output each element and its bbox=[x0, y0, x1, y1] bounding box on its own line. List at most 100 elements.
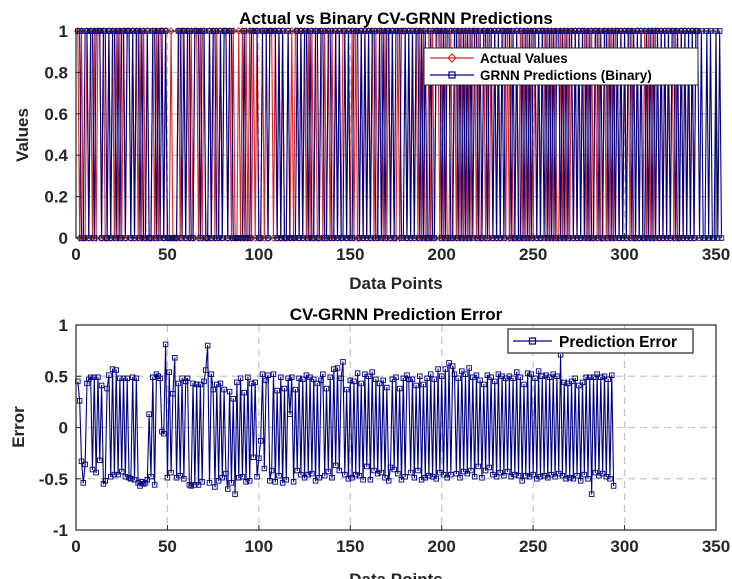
data-point-prediction-error bbox=[312, 478, 319, 484]
data-point-prediction-error bbox=[599, 470, 606, 477]
data-point-prediction-error bbox=[453, 470, 460, 477]
data-point-prediction-error bbox=[259, 371, 266, 377]
data-point-prediction-error bbox=[301, 474, 308, 481]
data-point-prediction-error bbox=[396, 385, 403, 392]
chart-prediction-error: 0 50 100 150 200 250 300 350 -1 -0.5 0 0.5 1 CV-GRNN… bbox=[9, 305, 730, 579]
x-tick-label-top: 100 bbox=[245, 245, 273, 264]
data-point-prediction-error bbox=[590, 374, 597, 381]
data-point-prediction-error bbox=[501, 472, 507, 479]
data-point-prediction-error bbox=[406, 376, 412, 383]
data-point-prediction-error bbox=[433, 476, 439, 482]
data-point-prediction-error bbox=[493, 473, 500, 480]
data-point-prediction-error bbox=[462, 371, 469, 377]
data-point-prediction-error bbox=[230, 396, 237, 402]
data-point-prediction-error bbox=[177, 472, 183, 479]
data-point-prediction-error bbox=[113, 367, 119, 373]
data-point-prediction-error bbox=[195, 482, 202, 488]
data-point-prediction-error bbox=[309, 470, 315, 477]
data-point-prediction-error bbox=[314, 380, 321, 387]
data-point-prediction-error bbox=[237, 375, 244, 382]
data-point-prediction-error bbox=[250, 454, 257, 460]
data-point-prediction-error bbox=[598, 374, 604, 381]
x-tick-label-bottom: 150 bbox=[336, 537, 364, 556]
x-tick-label-top: 300 bbox=[610, 245, 638, 264]
data-point-prediction-error bbox=[440, 471, 447, 478]
data-point-prediction-error bbox=[576, 382, 582, 389]
data-point-prediction-error bbox=[446, 360, 452, 366]
data-point-prediction-error bbox=[592, 469, 599, 476]
data-point-prediction-error bbox=[353, 471, 359, 478]
data-point-prediction-error bbox=[524, 370, 531, 376]
data-point-prediction-error bbox=[289, 374, 295, 381]
data-point-prediction-error bbox=[109, 366, 116, 372]
data-point-prediction-error bbox=[513, 369, 520, 375]
data-point-prediction-error bbox=[510, 375, 516, 382]
chart-title-top: Actual vs Binary CV-GRNN Predictions bbox=[239, 9, 553, 28]
data-point-actual-values bbox=[441, 27, 450, 35]
data-point-prediction-error bbox=[442, 366, 449, 372]
data-point-prediction-error bbox=[336, 467, 343, 474]
data-point-prediction-error bbox=[274, 387, 280, 394]
data-point-prediction-error bbox=[243, 479, 249, 485]
data-point-prediction-error bbox=[276, 472, 282, 479]
data-point-prediction-error bbox=[535, 368, 542, 374]
data-point-prediction-error bbox=[323, 385, 330, 392]
data-point-prediction-error bbox=[184, 375, 191, 382]
x-tick-label-bottom: 0 bbox=[71, 537, 80, 556]
data-point-prediction-error bbox=[142, 480, 149, 486]
data-point-prediction-error bbox=[223, 470, 229, 477]
y-tick-label-top: 0 bbox=[59, 229, 68, 248]
data-point-prediction-error bbox=[327, 374, 333, 381]
data-point-prediction-error bbox=[488, 374, 494, 381]
data-point-prediction-error bbox=[395, 470, 401, 477]
data-point-prediction-error bbox=[206, 480, 213, 486]
data-point-prediction-error bbox=[95, 374, 101, 381]
x-axis-label-bottom: Data Points bbox=[349, 570, 443, 579]
data-point-prediction-error bbox=[486, 464, 493, 471]
data-point-prediction-error bbox=[245, 374, 251, 381]
data-point-prediction-error bbox=[261, 465, 268, 472]
y-tick-label-top: 1 bbox=[59, 22, 68, 41]
data-point-prediction-error bbox=[332, 462, 339, 469]
data-point-prediction-error bbox=[444, 474, 450, 481]
data-point-prediction-error bbox=[451, 371, 458, 377]
data-point-prediction-error bbox=[546, 374, 553, 381]
data-point-prediction-error bbox=[151, 482, 158, 488]
data-point-prediction-error bbox=[161, 430, 167, 437]
data-point-prediction-error bbox=[126, 474, 132, 481]
data-point-prediction-error bbox=[404, 372, 410, 378]
data-point-prediction-error bbox=[135, 480, 141, 486]
data-point-prediction-error bbox=[402, 473, 408, 480]
data-point-prediction-error bbox=[98, 382, 105, 389]
data-point-prediction-error bbox=[210, 386, 216, 393]
axes-box-top bbox=[75, 30, 717, 239]
data-point-prediction-error bbox=[106, 372, 112, 378]
legend-label-prediction-error: Prediction Error bbox=[559, 334, 677, 351]
data-point-prediction-error bbox=[232, 491, 238, 497]
data-point-prediction-error bbox=[532, 375, 538, 382]
data-point-prediction-error bbox=[607, 476, 613, 482]
ticks-top: 0 50 100 150 200 250 300 350 0 0.2 0.4 0.6 0.8 1 bbox=[44, 22, 730, 264]
data-point-prediction-error bbox=[380, 377, 386, 384]
data-point-prediction-error bbox=[133, 375, 140, 382]
data-point-prediction-error bbox=[164, 474, 171, 481]
data-point-actual-values bbox=[474, 27, 483, 35]
data-point-prediction-error bbox=[310, 376, 317, 383]
data-point-prediction-error bbox=[91, 374, 98, 381]
data-point-prediction-error bbox=[426, 472, 432, 479]
data-point-prediction-error bbox=[316, 474, 322, 481]
data-point-actual-values bbox=[419, 27, 428, 35]
data-point-prediction-error bbox=[97, 457, 103, 464]
data-point-prediction-error bbox=[610, 483, 617, 489]
data-point-prediction-error bbox=[411, 474, 418, 481]
data-point-prediction-error bbox=[305, 471, 311, 478]
data-point-prediction-error bbox=[181, 476, 187, 482]
data-point-actual-values bbox=[595, 27, 603, 35]
data-point-prediction-error bbox=[471, 473, 478, 480]
data-point-prediction-error bbox=[115, 471, 121, 478]
legend-top: Actual Values GRNN Predictions (Binary) bbox=[423, 47, 699, 86]
y-tick-label-bottom: 1 bbox=[59, 316, 68, 335]
data-point-prediction-error bbox=[102, 478, 109, 484]
data-point-prediction-error bbox=[393, 374, 399, 381]
data-point-prediction-error bbox=[455, 375, 461, 382]
